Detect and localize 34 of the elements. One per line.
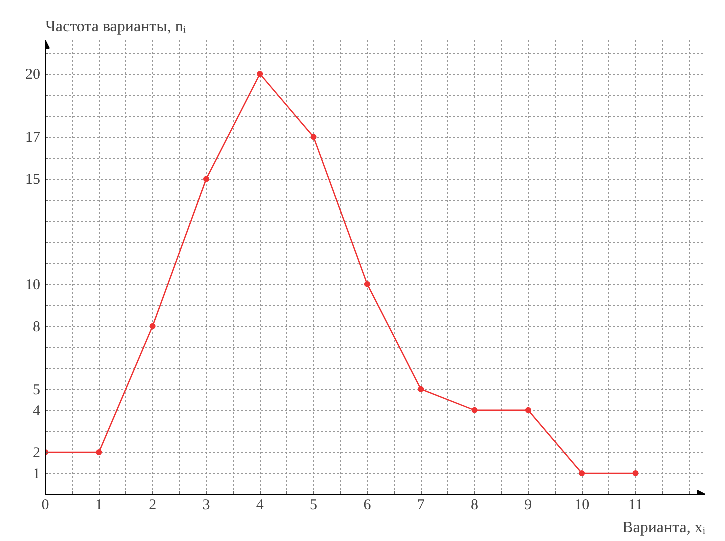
y-tick-label: 10 (26, 277, 40, 294)
x-tick-label: 6 (364, 498, 372, 514)
point (418, 386, 424, 392)
y-tick-label: 1 (33, 466, 40, 482)
y-tick-label: 4 (33, 403, 41, 420)
point (257, 71, 264, 78)
y-axis-title: Частота варианты, nᵢ (46, 18, 186, 36)
x-axis-title: Варианта, xᵢ (622, 520, 706, 536)
x-tick-label: 8 (471, 498, 479, 514)
x-tick-label: 7 (417, 498, 426, 514)
point (96, 449, 102, 456)
point (579, 470, 586, 476)
y-tick-label: 5 (33, 382, 40, 398)
x-tick-label: 11 (628, 498, 643, 514)
y-tick-label: 15 (26, 172, 40, 188)
x-tick-label: 1 (95, 498, 103, 514)
x-tick-label: 2 (149, 498, 157, 514)
point (525, 407, 532, 414)
y-tick-label: 20 (26, 67, 40, 84)
x-tick-label: 4 (256, 498, 264, 514)
point (472, 407, 478, 414)
x-tick-label: 10 (574, 498, 590, 514)
x-tick-label: 0 (42, 498, 50, 514)
point (310, 134, 317, 140)
point (203, 176, 210, 182)
point (632, 470, 639, 476)
x-tick-label: 5 (310, 498, 318, 514)
point (150, 323, 156, 330)
x-tick-label: 3 (202, 498, 210, 514)
point (364, 281, 370, 288)
x-tick-label: 9 (524, 498, 532, 514)
y-tick-label: 17 (26, 130, 41, 146)
y-tick-label: 2 (33, 445, 40, 462)
y-tick-label: 8 (33, 319, 40, 336)
